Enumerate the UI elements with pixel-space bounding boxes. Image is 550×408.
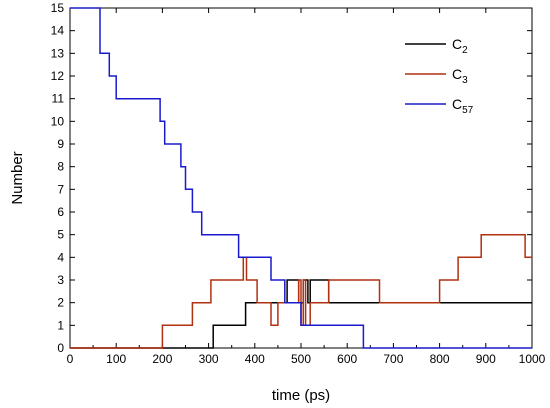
y-tick-label: 0	[57, 341, 64, 355]
legend-label: C57	[452, 96, 474, 116]
y-tick-label: 1	[57, 318, 64, 332]
y-tick-label: 11	[52, 92, 65, 106]
x-tick-label: 400	[245, 352, 265, 366]
y-tick-label: 10	[51, 114, 65, 128]
x-tick-label: 700	[383, 352, 403, 366]
y-tick-label: 9	[57, 137, 64, 151]
x-tick-label: 1000	[519, 352, 546, 366]
y-tick-label: 6	[57, 205, 64, 219]
x-tick-label: 600	[337, 352, 357, 366]
series-layer	[70, 7, 532, 349]
y-tick-label: 3	[57, 273, 64, 287]
x-tick-label: 900	[476, 352, 496, 366]
y-tick-label: 12	[51, 69, 65, 83]
y-tick-label: 4	[57, 250, 64, 264]
x-tick-label: 800	[430, 352, 450, 366]
y-tick-label: 8	[57, 160, 64, 174]
y-tick-label: 2	[57, 296, 64, 310]
x-axis-ticks: 0 100 200 300 400 500 600 700 800 900 1000	[67, 8, 546, 366]
y-tick-label: 13	[51, 46, 65, 60]
series-line-c57	[70, 7, 532, 349]
x-tick-label: 200	[152, 352, 172, 366]
x-tick-label: 0	[67, 352, 74, 366]
x-tick-label: 300	[199, 352, 219, 366]
legend-label: C3	[452, 66, 468, 86]
y-tick-label: 5	[57, 228, 64, 242]
y-tick-label: 14	[51, 24, 65, 38]
y-tick-label: 7	[57, 182, 64, 196]
x-tick-label: 500	[291, 352, 311, 366]
series-line-c3	[70, 233, 532, 349]
legend: C2 C3 C57	[405, 36, 474, 116]
y-tick-label: 15	[51, 1, 65, 15]
legend-label: C2	[452, 36, 468, 56]
x-tick-label: 100	[106, 352, 126, 366]
y-axis-title: Number	[9, 151, 26, 204]
x-axis-title: time (ps)	[272, 387, 330, 404]
